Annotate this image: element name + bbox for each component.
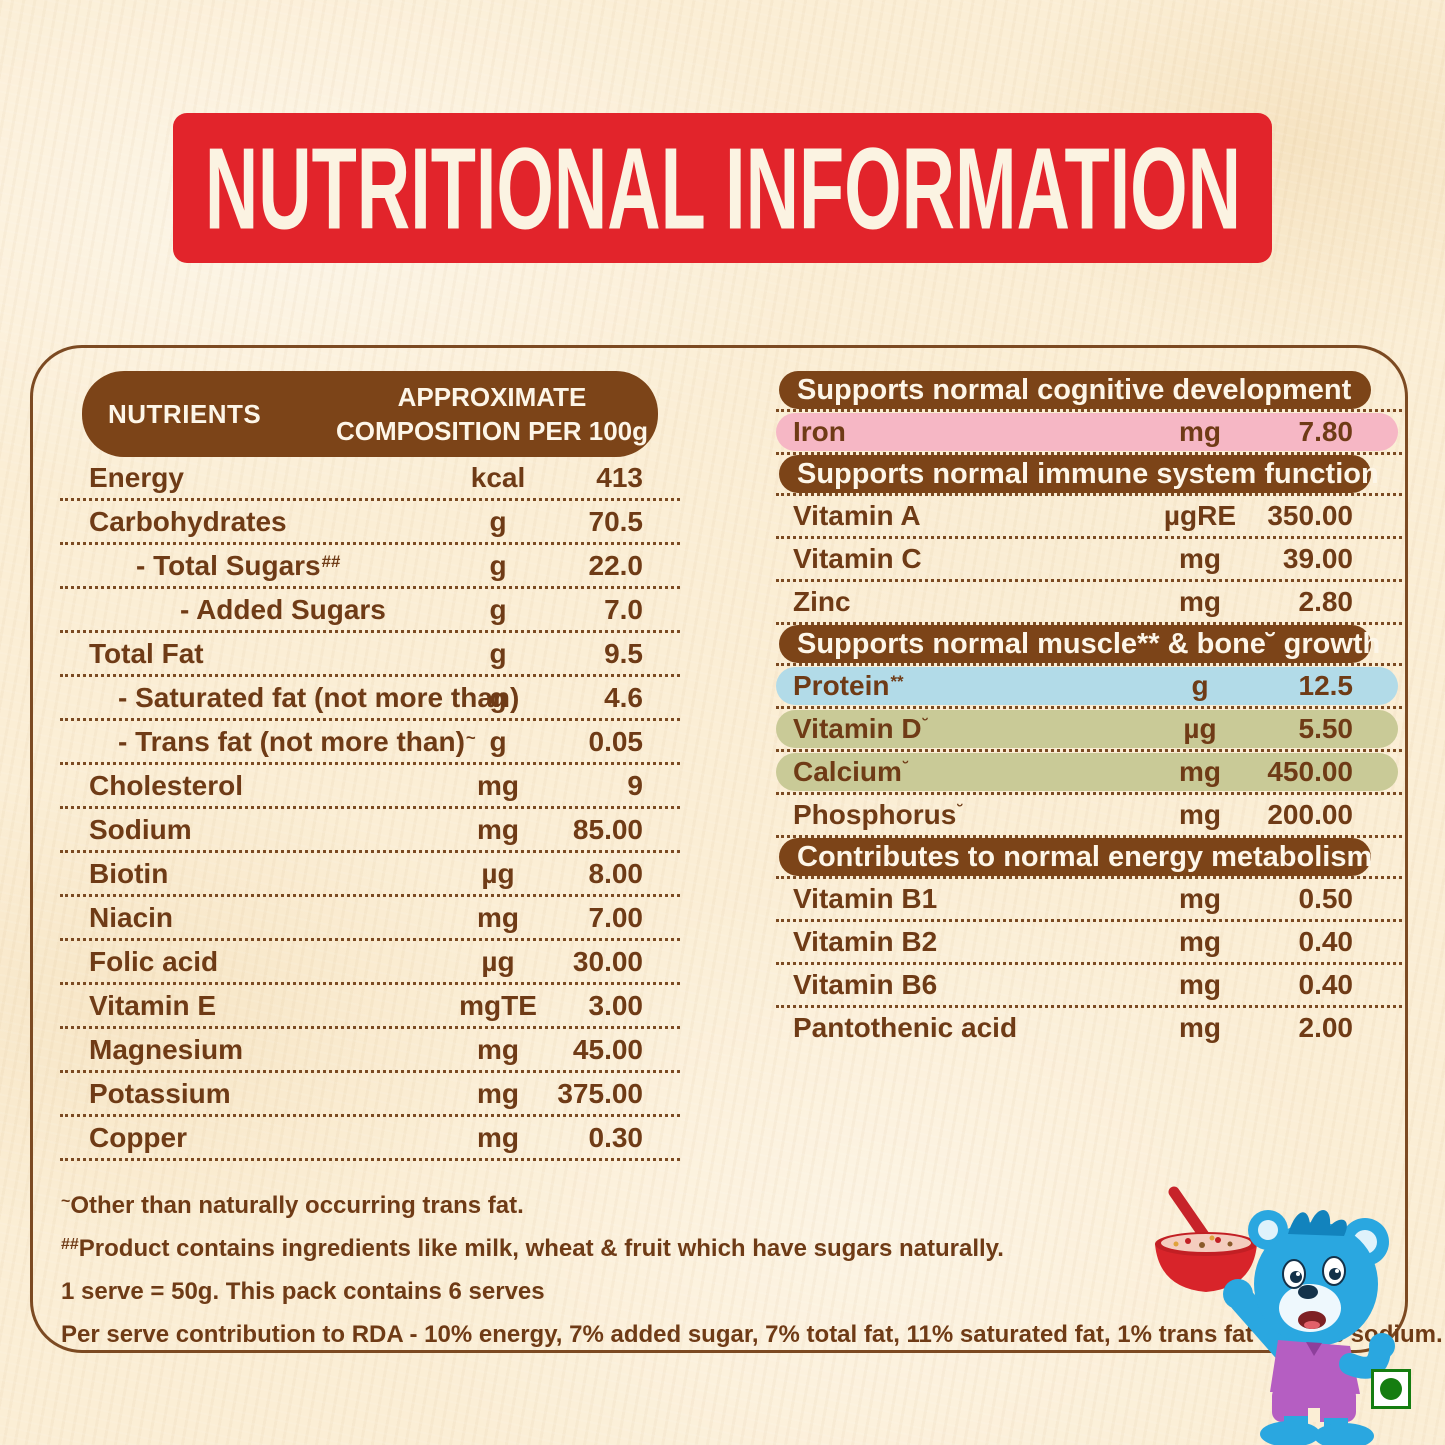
divider — [776, 919, 1408, 922]
table-row: Vitamin B2 mg 0.40 — [793, 926, 1353, 957]
footnotes: ~Other than naturally occurring trans fa… — [61, 1186, 1443, 1358]
footnote: 1 serve = 50g. This pack contains 6 serv… — [61, 1278, 545, 1305]
divider — [776, 749, 1408, 752]
table-row: Vitamin C mg 39.00 — [793, 543, 1353, 574]
veg-dot — [1380, 1378, 1402, 1400]
section-header: Supports normal muscle** & bone˘ growth — [779, 625, 1380, 663]
footnote: ~Other than naturally occurring trans fa… — [61, 1192, 524, 1219]
table-row: Carbohydrates g 70.5 — [89, 505, 643, 537]
table-row: - Trans fat (not more than)~ g 0.05 — [118, 725, 643, 757]
table-row: Folic acid µg 30.00 — [89, 945, 643, 977]
divider — [776, 493, 1408, 496]
footnote: Per serve contribution to RDA - 10% ener… — [61, 1321, 1443, 1348]
table-row: Pantothenic acid mg 2.00 — [793, 1012, 1353, 1043]
section-header: Supports normal cognitive development — [779, 371, 1371, 409]
table-row: Niacin mg 7.00 — [89, 901, 643, 933]
table-row-highlight-olive: Calcium˘ mg 450.00 — [776, 752, 1408, 792]
section-header: Supports normal immune system function — [779, 455, 1379, 493]
divider — [60, 542, 680, 545]
table-row: Magnesium mg 45.00 — [89, 1033, 643, 1065]
divider — [60, 894, 680, 897]
table-row: Energy kcal 413 — [89, 461, 643, 493]
mascot-bear-icon — [1138, 1178, 1420, 1445]
table-row-highlight-pink: Iron mg 7.80 — [776, 412, 1408, 452]
divider — [776, 579, 1408, 582]
table-row: - Added Sugars g 7.0 — [180, 593, 643, 625]
divider — [60, 850, 680, 853]
table-row: Biotin µg 8.00 — [89, 857, 643, 889]
divider — [776, 792, 1408, 795]
divider — [776, 409, 1408, 412]
divider — [776, 962, 1408, 965]
divider — [776, 663, 1408, 666]
table-row: Total Fat g 9.5 — [89, 637, 643, 669]
divider — [776, 1005, 1408, 1008]
divider — [60, 498, 680, 501]
divider — [60, 938, 680, 941]
divider — [60, 718, 680, 721]
nutrients-table: NUTRIENTS APPROXIMATE COMPOSITION PER 10… — [60, 371, 680, 1161]
divider — [60, 674, 680, 677]
page-title: NUTRITIONAL INFORMATION — [204, 123, 1241, 254]
divider — [60, 1026, 680, 1029]
table-row: Vitamin E mgTE 3.00 — [89, 989, 643, 1021]
section-header: Contributes to normal energy metabolism — [779, 838, 1372, 876]
table-row: Vitamin B6 mg 0.40 — [793, 969, 1353, 1000]
divider — [776, 835, 1408, 838]
divider — [60, 982, 680, 985]
divider — [60, 1114, 680, 1117]
table-row: Vitamin B1 mg 0.50 — [793, 883, 1353, 914]
header-composition: APPROXIMATE COMPOSITION PER 100g — [335, 382, 649, 446]
nutrients-table-header: NUTRIENTS APPROXIMATE COMPOSITION PER 10… — [82, 371, 658, 457]
divider — [60, 630, 680, 633]
divider — [776, 452, 1408, 455]
divider — [60, 586, 680, 589]
divider — [60, 1070, 680, 1073]
table-row: - Saturated fat (not more than) g 4.6 — [118, 681, 643, 713]
divider — [776, 876, 1408, 879]
divider — [60, 1158, 680, 1161]
nutrition-panel: NUTRIENTS APPROXIMATE COMPOSITION PER 10… — [30, 345, 1443, 1353]
divider — [60, 806, 680, 809]
table-row: Potassium mg 375.00 — [89, 1077, 643, 1109]
table-row: Phosphorus˘ mg 200.00 — [793, 799, 1353, 830]
title-banner: NUTRITIONAL INFORMATION — [173, 113, 1272, 263]
benefits-table: Supports normal cognitive development Ir… — [776, 371, 1408, 1048]
table-row: Copper mg 0.30 — [89, 1121, 643, 1153]
divider — [776, 622, 1408, 625]
divider — [776, 706, 1408, 709]
divider — [60, 762, 680, 765]
divider — [776, 536, 1408, 539]
table-row-highlight-blue: Protein** g 12.5 — [776, 666, 1408, 706]
table-row: - Total Sugars## g 22.0 — [136, 549, 643, 581]
table-row-highlight-olive: Vitamin D˘ µg 5.50 — [776, 709, 1408, 749]
veg-mark-icon — [1371, 1369, 1411, 1409]
footnote: ##Product contains ingredients like milk… — [61, 1235, 1004, 1262]
table-row: Vitamin A µgRE 350.00 — [793, 500, 1353, 531]
table-row: Zinc mg 2.80 — [793, 586, 1353, 617]
table-row: Cholesterol mg 9 — [89, 769, 643, 801]
header-nutrients: NUTRIENTS — [108, 398, 262, 429]
table-row: Sodium mg 85.00 — [89, 813, 643, 845]
